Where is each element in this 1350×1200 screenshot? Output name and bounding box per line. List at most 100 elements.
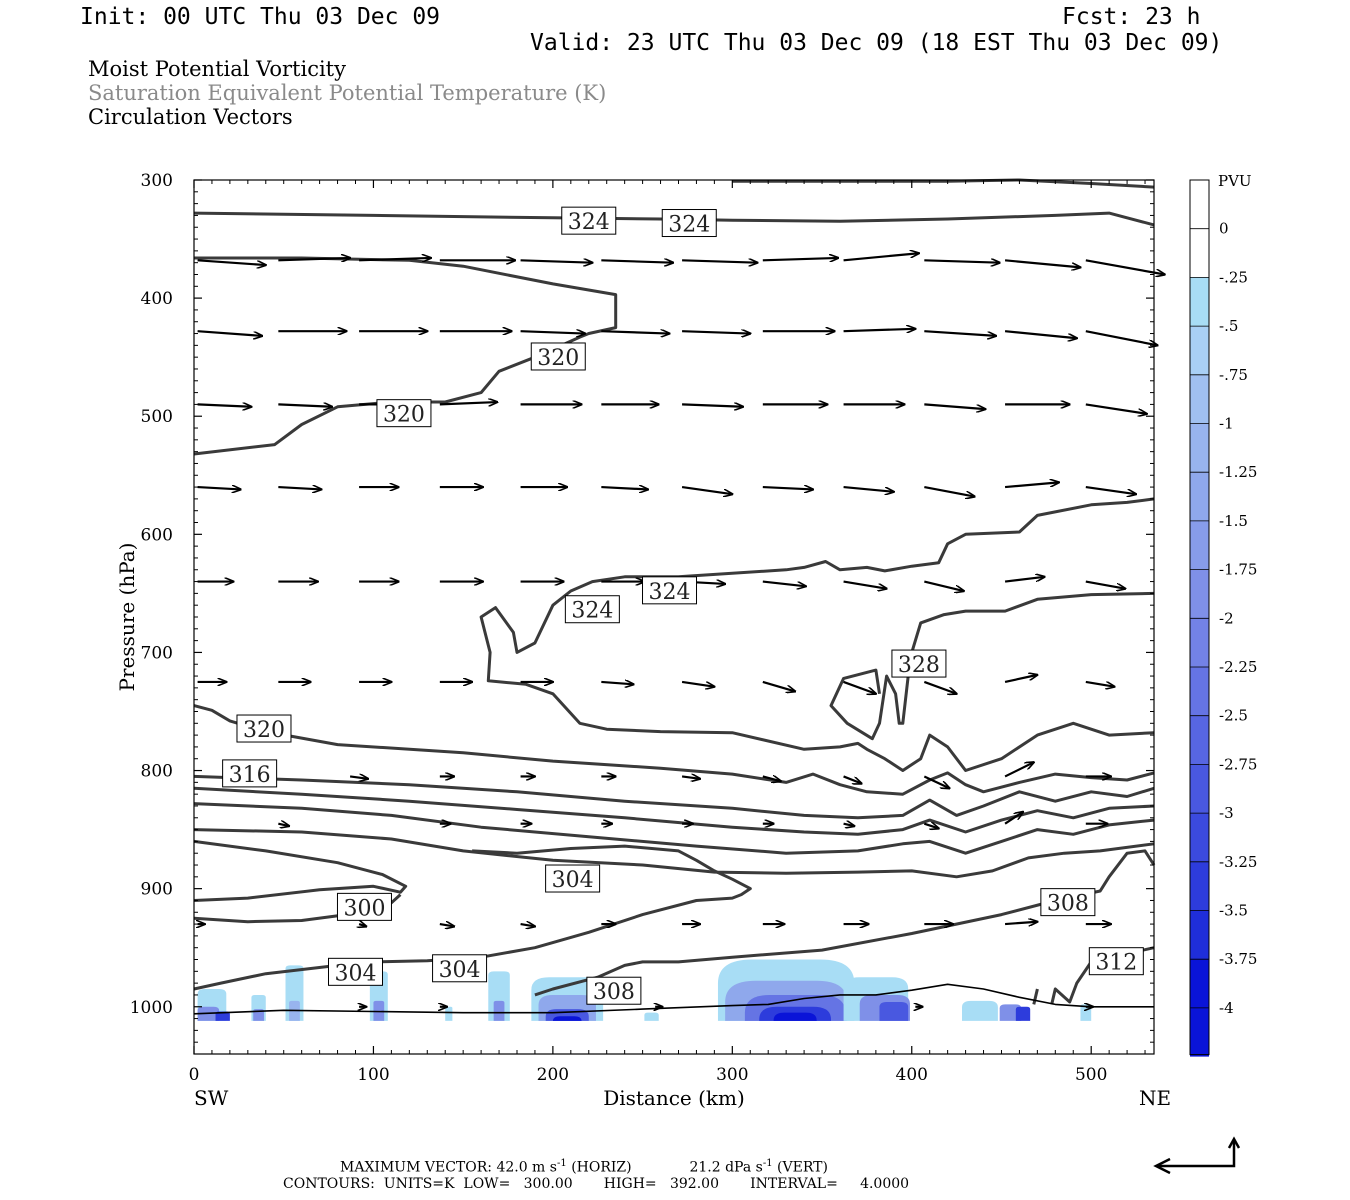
- vector-arrow: [520, 331, 586, 333]
- contour-label-box: [376, 399, 432, 428]
- y-tick-label: 500: [141, 407, 173, 427]
- vector-arrow: [923, 775, 949, 788]
- vector-arrow: [681, 680, 714, 687]
- colorbar-cell: [1190, 180, 1209, 229]
- x-left-end-label: SW: [194, 1086, 229, 1110]
- vector-arrow: [923, 680, 956, 694]
- contour-324-upper: [193, 211, 1155, 227]
- contour-320-lower: [193, 704, 1155, 796]
- y-tick-label: 1000: [130, 998, 173, 1018]
- mpv-shade-cell: [493, 1000, 505, 1021]
- vector-arrow: [1085, 680, 1115, 687]
- vector-arrow: [1004, 675, 1037, 684]
- contour-label: 312: [1095, 951, 1137, 976]
- y-tick-label: 300: [141, 171, 173, 191]
- vector-arrow: [682, 404, 743, 406]
- vector-arrow: [762, 580, 806, 587]
- contour-label-box: [891, 649, 947, 678]
- vector-arrow: [924, 260, 999, 262]
- contour-312-mid: [193, 786, 1155, 836]
- vector-arrow: [762, 776, 781, 781]
- mpv-shade-cell: [962, 1000, 998, 1021]
- contour-label: 324: [568, 210, 610, 235]
- colorbar-unit: PVU: [1218, 172, 1252, 190]
- vector-arrow: [601, 260, 673, 262]
- contour-label-box: [327, 957, 383, 986]
- vector-arrow: [359, 258, 431, 260]
- contour-label-box: [561, 206, 617, 235]
- vector-arrow: [197, 487, 241, 489]
- circulation-vectors: [198, 253, 1165, 1007]
- contour-label-box: [1088, 947, 1144, 976]
- contour-label: 324: [668, 213, 710, 238]
- y-tick-label: 400: [141, 289, 173, 309]
- contour-label: 308: [593, 980, 635, 1005]
- vector-arrow: [1085, 403, 1147, 413]
- contour-label-box: [336, 892, 392, 921]
- mpv-shade-cell: [1015, 1006, 1031, 1021]
- vector-arrow: [924, 486, 974, 496]
- contour-label: 320: [383, 403, 425, 428]
- vector-arrow: [1085, 330, 1158, 345]
- vector-arrow: [762, 680, 795, 691]
- contour-label-box: [530, 342, 586, 371]
- vector-arrow: [762, 487, 813, 489]
- vector-arrow: [762, 258, 838, 260]
- mpv-shade-cell: [552, 1016, 582, 1022]
- colorbar-level-label: -.5: [1219, 317, 1238, 335]
- contour-label-box: [586, 976, 642, 1005]
- x-tick-label: 200: [537, 1065, 569, 1085]
- contour-label-box: [545, 864, 601, 893]
- colorbar-level-label: -3.25: [1219, 853, 1257, 871]
- x-tick-label: 0: [189, 1065, 200, 1085]
- colorbar-cell: [1190, 667, 1209, 716]
- vector-arrow: [843, 580, 887, 589]
- vector-arrow: [924, 403, 985, 409]
- vector-arrow: [1004, 330, 1077, 338]
- contour-label: 304: [334, 961, 376, 986]
- vector-arrow: [924, 580, 963, 591]
- max-vector-vert: 21.2 dPa s: [689, 1159, 763, 1176]
- colorbar-cell: [1190, 959, 1209, 1008]
- mpv-shade-cell: [773, 1012, 817, 1021]
- field-title-mpv: Moist Potential Vorticity: [88, 57, 346, 81]
- max-vector-horiz-suffix: (HORIZ): [571, 1159, 632, 1176]
- vector-arrow: [843, 824, 855, 826]
- axes: 300 400 500 600 700 800 900 1000 0 100 200 300 400 50…: [130, 171, 1154, 1085]
- vector-arrow: [682, 331, 750, 333]
- x-tick-label: 100: [357, 1065, 389, 1085]
- vector-arrow: [601, 682, 633, 684]
- contour-label-box: [236, 714, 292, 743]
- contour-label: 316: [229, 763, 271, 788]
- field-title-vectors: Circulation Vectors: [88, 105, 293, 129]
- x-axis-label: Distance (km): [603, 1086, 745, 1110]
- contour-label: 300: [343, 896, 385, 921]
- colorbar-level-label: -4: [1219, 999, 1234, 1017]
- vector-arrow: [601, 487, 648, 489]
- contour-308-lower: [534, 849, 1156, 997]
- vector-arrow: [278, 404, 332, 406]
- contour-labels: 324 324 320 320 324 324 328 320 316 304 300 308 312 3…: [222, 206, 1144, 1005]
- contour-label: 320: [243, 718, 285, 743]
- y-tick-label: 600: [141, 525, 173, 545]
- valid-time: Valid: 23 UTC Thu 03 Dec 09 (18 EST Thu …: [530, 30, 1223, 56]
- colorbar: PVU 0 -.25 -.5 -.75 -1 -1.25 -1.5 -1.75 -2 -2.25 -2…: [1189, 172, 1257, 1057]
- vector-arrow: [682, 260, 757, 262]
- vector-arrow: [1085, 259, 1165, 274]
- max-vector-line: MAXIMUM VECTOR: 42.0 m s-1 (HORIZ) 21.2 …: [340, 1158, 828, 1176]
- terrain-line: [193, 983, 1154, 1015]
- max-vector-vert-suffix: (VERT): [777, 1159, 828, 1176]
- contour-304-mid: [193, 828, 1155, 879]
- colorbar-level-label: -2.75: [1219, 755, 1257, 773]
- colorbar-level-label: 0: [1219, 220, 1229, 238]
- vector-arrow: [1085, 485, 1136, 494]
- vector-arrow: [681, 485, 732, 494]
- vector-arrow: [197, 330, 263, 336]
- colorbar-cell: [1190, 569, 1209, 619]
- y-tick-label: 700: [141, 643, 173, 663]
- vert-exponent: -1: [762, 1158, 773, 1169]
- theta-es-contours: [193, 178, 1156, 1015]
- colorbar-level-label: -2.25: [1219, 658, 1257, 676]
- contour-316: [193, 774, 1155, 820]
